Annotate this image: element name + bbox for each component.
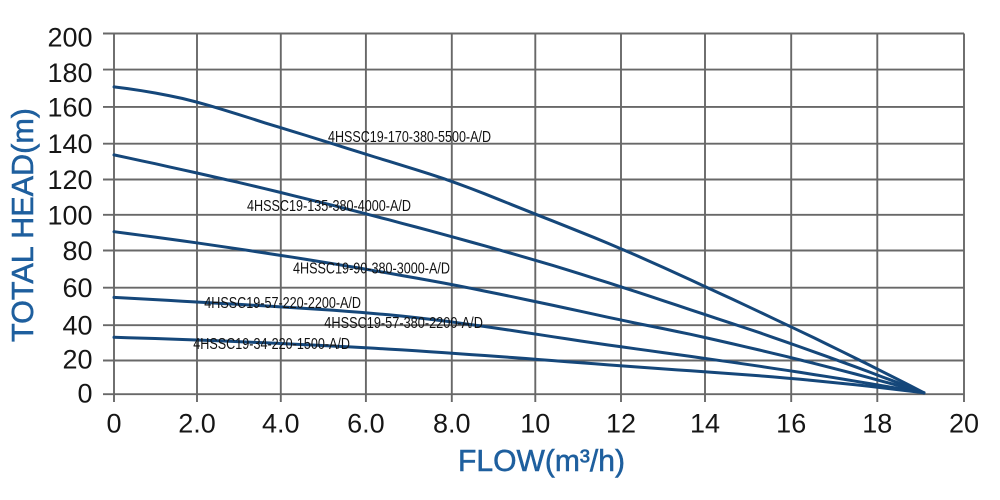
svg-text:14: 14 — [690, 409, 720, 439]
svg-text:40: 40 — [62, 311, 92, 341]
svg-text:180: 180 — [47, 58, 92, 88]
svg-text:120: 120 — [47, 165, 92, 195]
svg-text:10: 10 — [520, 409, 550, 439]
svg-text:6.0: 6.0 — [347, 409, 385, 439]
svg-text:4HSSC19-57-220-2200-A/D: 4HSSC19-57-220-2200-A/D — [204, 295, 361, 312]
svg-text:100: 100 — [47, 200, 92, 230]
svg-text:8.0: 8.0 — [433, 409, 471, 439]
svg-text:0: 0 — [77, 378, 92, 408]
svg-text:20: 20 — [62, 345, 92, 375]
svg-text:12: 12 — [606, 409, 636, 439]
svg-text:18: 18 — [862, 409, 892, 439]
svg-text:60: 60 — [62, 273, 92, 303]
svg-text:4.0: 4.0 — [262, 409, 300, 439]
svg-text:16: 16 — [776, 409, 806, 439]
svg-text:4HSSC19-135-380-4000-A/D: 4HSSC19-135-380-4000-A/D — [247, 198, 411, 215]
svg-text:4HSSC19-34-220-1500-A/D: 4HSSC19-34-220-1500-A/D — [193, 336, 350, 353]
svg-text:0: 0 — [106, 409, 121, 439]
svg-text:4HSSC19-170-380-5500-A/D: 4HSSC19-170-380-5500-A/D — [328, 129, 491, 146]
svg-text:140: 140 — [47, 129, 92, 159]
svg-text:4HSSC19-90-380-3000-A/D: 4HSSC19-90-380-3000-A/D — [293, 261, 450, 278]
svg-text:FLOW(m³/h): FLOW(m³/h) — [458, 443, 625, 478]
svg-text:4HSSC19-57-380-2200-A/D: 4HSSC19-57-380-2200-A/D — [324, 315, 483, 332]
svg-text:2.0: 2.0 — [178, 409, 216, 439]
svg-text:160: 160 — [47, 92, 92, 122]
svg-text:20: 20 — [949, 409, 979, 439]
svg-text:TOTAL HEAD(m): TOTAL HEAD(m) — [5, 108, 40, 342]
svg-text:80: 80 — [62, 236, 92, 266]
svg-text:200: 200 — [47, 23, 92, 53]
